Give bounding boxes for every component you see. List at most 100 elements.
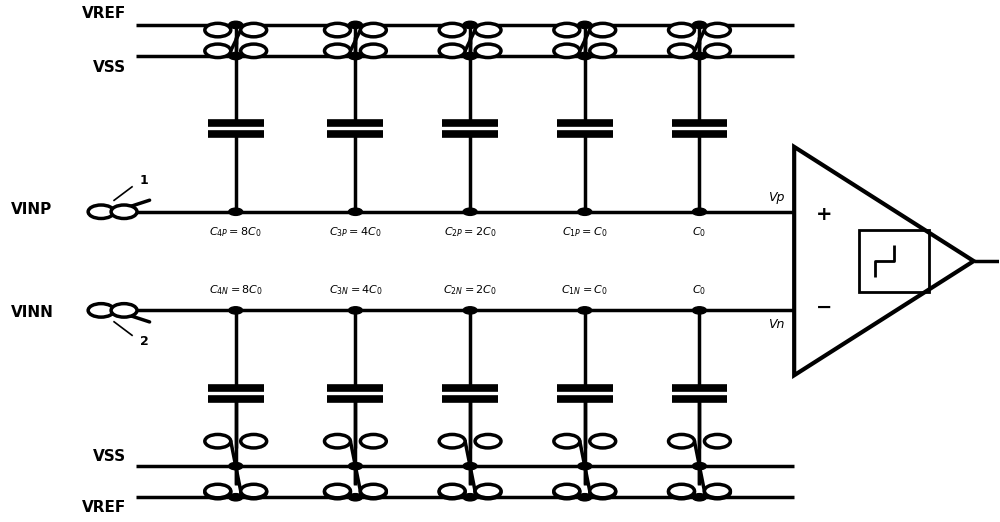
Circle shape <box>439 485 465 499</box>
Text: +: + <box>816 205 832 224</box>
Text: $C_{3N}=4C_0$: $C_{3N}=4C_0$ <box>329 283 382 298</box>
Circle shape <box>324 434 350 448</box>
Circle shape <box>205 434 231 448</box>
Circle shape <box>590 484 616 498</box>
Circle shape <box>348 494 362 501</box>
Circle shape <box>554 44 580 57</box>
Circle shape <box>475 23 501 37</box>
Circle shape <box>360 23 386 37</box>
Circle shape <box>348 208 362 216</box>
Circle shape <box>439 23 465 37</box>
Circle shape <box>463 208 477 216</box>
Circle shape <box>578 307 592 314</box>
Circle shape <box>692 21 706 29</box>
Circle shape <box>590 485 616 499</box>
Circle shape <box>578 494 592 501</box>
Circle shape <box>669 434 694 448</box>
Circle shape <box>229 21 243 29</box>
Circle shape <box>463 494 477 501</box>
Circle shape <box>360 484 386 498</box>
Circle shape <box>229 52 243 60</box>
Circle shape <box>348 462 362 470</box>
Circle shape <box>704 44 730 57</box>
Circle shape <box>554 434 580 448</box>
Circle shape <box>590 23 616 37</box>
Circle shape <box>475 44 501 57</box>
Circle shape <box>241 23 267 37</box>
Circle shape <box>578 208 592 216</box>
Circle shape <box>704 484 730 498</box>
Circle shape <box>475 484 501 498</box>
Circle shape <box>692 462 706 470</box>
Circle shape <box>205 484 231 498</box>
Text: VREF: VREF <box>82 500 126 515</box>
Text: VREF: VREF <box>82 6 126 21</box>
Circle shape <box>578 462 592 470</box>
Circle shape <box>590 44 616 57</box>
Circle shape <box>205 44 231 57</box>
Circle shape <box>463 21 477 29</box>
Circle shape <box>348 52 362 60</box>
Text: VINP: VINP <box>11 201 53 217</box>
Circle shape <box>241 434 267 448</box>
Bar <box>859 230 929 292</box>
Circle shape <box>463 52 477 60</box>
Text: 1: 1 <box>140 174 148 187</box>
Circle shape <box>241 484 267 498</box>
Circle shape <box>229 208 243 216</box>
Text: $C_0$: $C_0$ <box>692 225 707 239</box>
Circle shape <box>475 434 501 448</box>
Text: $C_0$: $C_0$ <box>692 283 707 298</box>
Circle shape <box>578 52 592 60</box>
Circle shape <box>439 44 465 57</box>
Circle shape <box>324 485 350 499</box>
Circle shape <box>669 23 694 37</box>
Circle shape <box>578 21 592 29</box>
Circle shape <box>360 434 386 448</box>
Circle shape <box>111 304 137 317</box>
Circle shape <box>348 307 362 314</box>
Circle shape <box>692 307 706 314</box>
Circle shape <box>692 208 706 216</box>
Text: VSS: VSS <box>93 448 126 464</box>
Circle shape <box>88 205 114 219</box>
Circle shape <box>669 484 694 498</box>
Circle shape <box>704 485 730 499</box>
Circle shape <box>692 52 706 60</box>
Circle shape <box>590 434 616 448</box>
Circle shape <box>324 44 350 57</box>
Circle shape <box>205 485 231 499</box>
Text: Vn: Vn <box>768 318 784 331</box>
Circle shape <box>360 44 386 57</box>
Circle shape <box>348 21 362 29</box>
Text: $C_{2P}=2C_0$: $C_{2P}=2C_0$ <box>444 225 496 239</box>
Circle shape <box>463 462 477 470</box>
Text: Vp: Vp <box>768 191 784 204</box>
Text: $C_{4N}=8C_0$: $C_{4N}=8C_0$ <box>209 283 263 298</box>
Circle shape <box>704 23 730 37</box>
Circle shape <box>229 494 243 501</box>
Text: VINN: VINN <box>11 305 54 321</box>
Circle shape <box>475 485 501 499</box>
Circle shape <box>324 484 350 498</box>
Circle shape <box>88 304 114 317</box>
Circle shape <box>554 485 580 499</box>
Circle shape <box>324 23 350 37</box>
Text: −: − <box>816 298 832 317</box>
Circle shape <box>704 434 730 448</box>
Text: $C_{2N}=2C_0$: $C_{2N}=2C_0$ <box>443 283 497 298</box>
Text: $C_{1P}=C_0$: $C_{1P}=C_0$ <box>562 225 608 239</box>
Text: $C_{3P}=4C_0$: $C_{3P}=4C_0$ <box>329 225 382 239</box>
Circle shape <box>111 205 137 219</box>
Circle shape <box>360 485 386 499</box>
Circle shape <box>229 307 243 314</box>
Text: $C_{1N}=C_0$: $C_{1N}=C_0$ <box>561 283 608 298</box>
Circle shape <box>669 44 694 57</box>
Text: 2: 2 <box>140 335 148 348</box>
Circle shape <box>229 462 243 470</box>
Circle shape <box>554 23 580 37</box>
Circle shape <box>463 307 477 314</box>
Circle shape <box>439 484 465 498</box>
Circle shape <box>241 485 267 499</box>
Circle shape <box>439 434 465 448</box>
